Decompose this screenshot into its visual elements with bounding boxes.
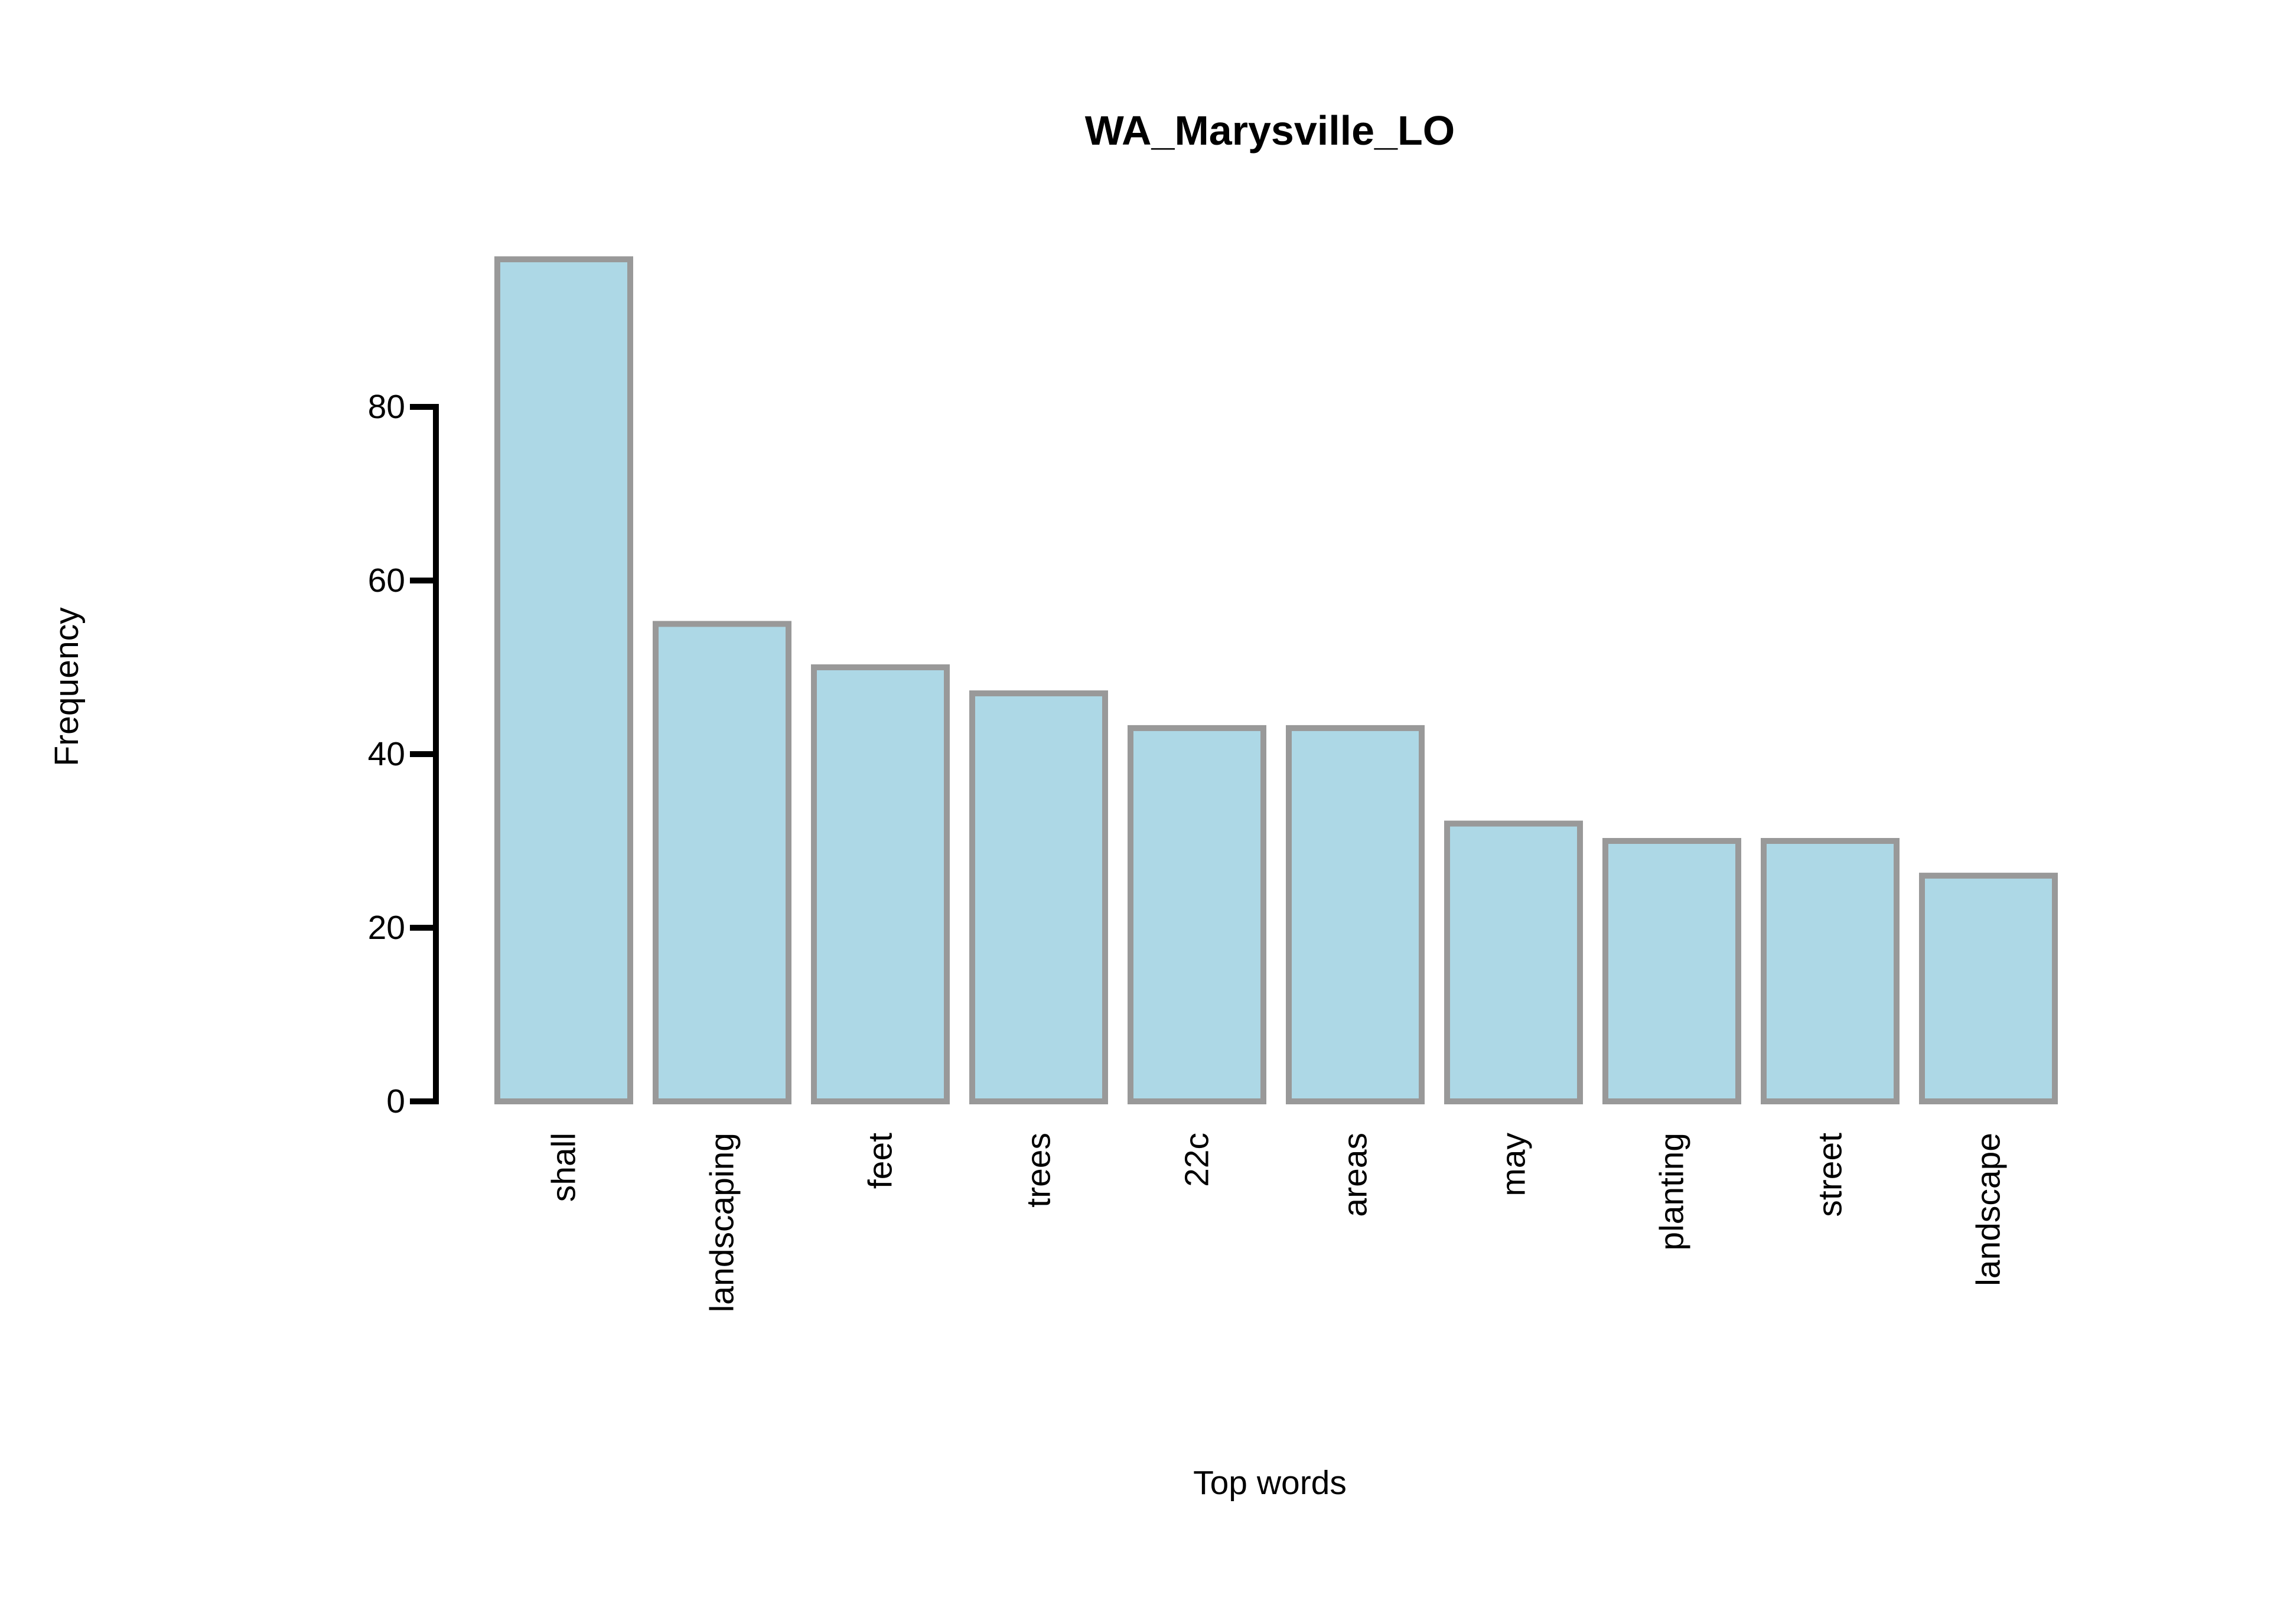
- x-tick-label-shall: shall: [545, 1133, 583, 1202]
- y-tick-label-80: 80: [368, 388, 405, 426]
- y-tick-label-40: 40: [368, 735, 405, 773]
- x-tick-label-landscape: landscape: [1970, 1133, 2008, 1286]
- x-tick-label-planting: planting: [1653, 1133, 1691, 1251]
- bar-landscape: [1919, 872, 2058, 1105]
- bar-planting: [1602, 838, 1741, 1104]
- bar-street: [1761, 838, 1900, 1104]
- y-tick-label-20: 20: [368, 909, 405, 947]
- y-axis: 0 20 40 60 80: [368, 388, 439, 1120]
- bar-landscaping: [653, 621, 791, 1104]
- x-tick-label-areas: areas: [1337, 1133, 1374, 1217]
- bar-shall: [494, 256, 633, 1105]
- x-tick-label-landscaping: landscaping: [703, 1133, 741, 1312]
- bar-22c: [1128, 725, 1266, 1104]
- y-axis-label: Frequency: [48, 607, 86, 767]
- bar-trees: [969, 690, 1108, 1104]
- chart-title: WA_Marysville_LO: [1085, 107, 1455, 154]
- x-tick-label-feet: feet: [862, 1133, 900, 1189]
- y-tick-label-60: 60: [368, 562, 405, 599]
- x-tick-label-22c: 22c: [1178, 1133, 1216, 1187]
- bars-group: [494, 256, 2058, 1105]
- bar-may: [1444, 820, 1583, 1104]
- bar-feet: [811, 664, 950, 1104]
- y-tick-label-0: 0: [386, 1082, 405, 1120]
- x-axis-label: Top words: [1193, 1464, 1347, 1502]
- x-tick-label-trees: trees: [1020, 1133, 1058, 1208]
- bar-areas: [1286, 725, 1425, 1104]
- x-tick-label-may: may: [1495, 1133, 1533, 1196]
- x-tick-label-street: street: [1812, 1133, 1849, 1217]
- x-axis-category-labels: shall landscaping feet trees 22c areas may plan…: [545, 1133, 2008, 1313]
